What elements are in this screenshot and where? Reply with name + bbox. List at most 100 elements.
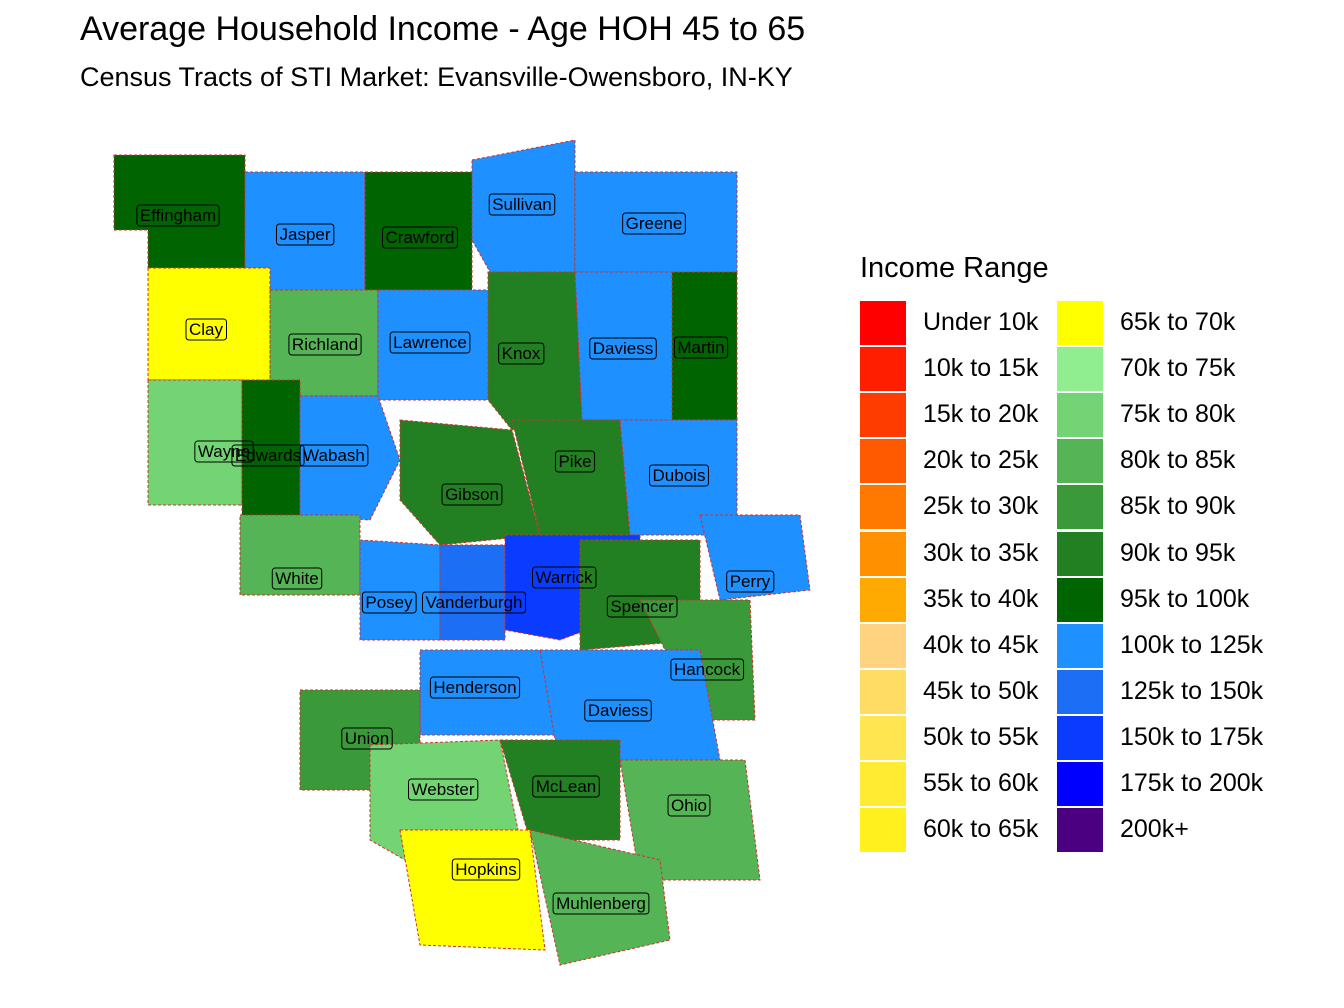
legend-item: 30k to 35k	[860, 531, 1090, 578]
county-label-box	[361, 591, 417, 614]
county-label: Webster	[408, 778, 479, 801]
county-name: Wabash	[303, 446, 365, 465]
county-region	[511, 419, 631, 536]
legend-swatch	[860, 485, 906, 530]
county-label-box	[622, 212, 686, 235]
legend-item: 90k to 95k	[1057, 531, 1287, 578]
legend-item: Under 10k	[860, 301, 1090, 347]
county-label: Greene	[622, 212, 686, 235]
county-region	[619, 759, 761, 881]
county-label-box	[488, 193, 556, 216]
county-label: Wayne	[194, 440, 254, 463]
county-label: Dubois	[649, 464, 709, 487]
legend-label: 75k to 80k	[1120, 400, 1236, 429]
county-label-box	[136, 204, 220, 227]
county-region	[147, 267, 271, 381]
county-name: Vanderburgh	[425, 593, 522, 612]
county-region	[699, 514, 811, 601]
county-label-box	[552, 892, 650, 915]
legend-swatch	[1057, 715, 1103, 760]
legend-label: 40k to 45k	[923, 630, 1039, 659]
legend-item: 10k to 15k	[860, 347, 1090, 393]
county-label-box	[341, 727, 393, 750]
legend-label: 90k to 95k	[1120, 538, 1236, 567]
legend-label: 95k to 100k	[1120, 584, 1250, 613]
county-label: Gibson	[441, 483, 503, 506]
legend-swatch	[1057, 762, 1103, 806]
county-label: Ohio	[667, 794, 711, 817]
legend-label: 20k to 25k	[923, 446, 1039, 475]
county-label-box	[271, 567, 323, 590]
legend-label: 150k to 175k	[1120, 722, 1264, 751]
county-label: Posey	[361, 591, 417, 614]
county-label: Wabash	[299, 444, 369, 467]
legend-label: 30k to 35k	[923, 538, 1039, 567]
county-label: Hopkins	[451, 858, 521, 881]
county-name: Jasper	[279, 225, 330, 244]
county-name: Ohio	[671, 796, 707, 815]
legend-item: 55k to 60k	[860, 762, 1090, 808]
county-name: Crawford	[386, 228, 455, 247]
county-label-box	[185, 318, 228, 341]
county-label: Union	[341, 727, 393, 750]
county-label-box	[382, 226, 458, 249]
county-label-box	[673, 336, 729, 359]
county-name: Hancock	[674, 660, 741, 679]
county-name: Spencer	[610, 597, 674, 616]
county-region	[399, 419, 541, 546]
county-label: Crawford	[382, 226, 458, 249]
legend-item: 25k to 30k	[860, 485, 1090, 531]
legend-swatch	[1057, 808, 1103, 853]
county-label: McLean	[532, 775, 600, 798]
legend-swatch	[860, 669, 906, 714]
county-label-box	[606, 595, 678, 618]
county-label: Lawrence	[389, 331, 471, 354]
legend-swatch	[860, 715, 906, 760]
county-label: Henderson	[429, 676, 521, 699]
legend-item: 150k to 175k	[1057, 715, 1287, 762]
county-label-box	[288, 333, 362, 356]
county-name: Lawrence	[393, 333, 467, 352]
county-name: Warrick	[536, 568, 593, 587]
legend-item: 95k to 100k	[1057, 577, 1287, 624]
legend-label: 55k to 60k	[923, 769, 1039, 797]
legend-item: 65k to 70k	[1057, 301, 1287, 347]
legend-label: 50k to 55k	[923, 722, 1039, 751]
legend-swatch	[860, 623, 906, 668]
county-label-box	[589, 337, 657, 360]
county-label-box	[429, 676, 521, 699]
county-name: Dubois	[653, 466, 706, 485]
legend-label: 45k to 50k	[923, 676, 1039, 705]
legend-swatch	[860, 301, 906, 345]
legend-label: 60k to 65k	[923, 815, 1039, 844]
legend-title: Income Range	[860, 252, 1049, 284]
county-label-box	[275, 223, 335, 246]
legend-label: 85k to 90k	[1120, 492, 1236, 521]
county-label-box	[421, 591, 527, 614]
county-name: Hopkins	[455, 860, 516, 879]
county-region	[269, 289, 379, 397]
legend-item: 15k to 20k	[860, 393, 1090, 439]
county-label: Edwards	[231, 444, 305, 467]
legend-swatch	[1057, 531, 1103, 576]
legend-swatch	[1057, 393, 1103, 438]
county-name: Knox	[502, 344, 541, 363]
county-name: McLean	[536, 777, 596, 796]
county-label-box	[532, 566, 597, 589]
county-name: Henderson	[433, 678, 516, 697]
county-region	[377, 289, 493, 401]
county-region	[359, 539, 441, 641]
legend-item: 200k+	[1057, 808, 1287, 854]
legend-item: 35k to 40k	[860, 577, 1090, 624]
county-label-box	[451, 858, 521, 881]
legend-swatch	[1057, 485, 1103, 530]
county-name: Posey	[365, 593, 413, 612]
legend-label: 15k to 20k	[923, 400, 1039, 429]
legend-item: 175k to 200k	[1057, 762, 1287, 808]
county-name: Wayne	[198, 442, 250, 461]
county-label: Pike	[554, 450, 596, 473]
county-label: Vanderburgh	[421, 591, 527, 614]
county-label: Richland	[288, 333, 362, 356]
legend-swatch	[1057, 439, 1103, 484]
county-name: Gibson	[445, 485, 499, 504]
